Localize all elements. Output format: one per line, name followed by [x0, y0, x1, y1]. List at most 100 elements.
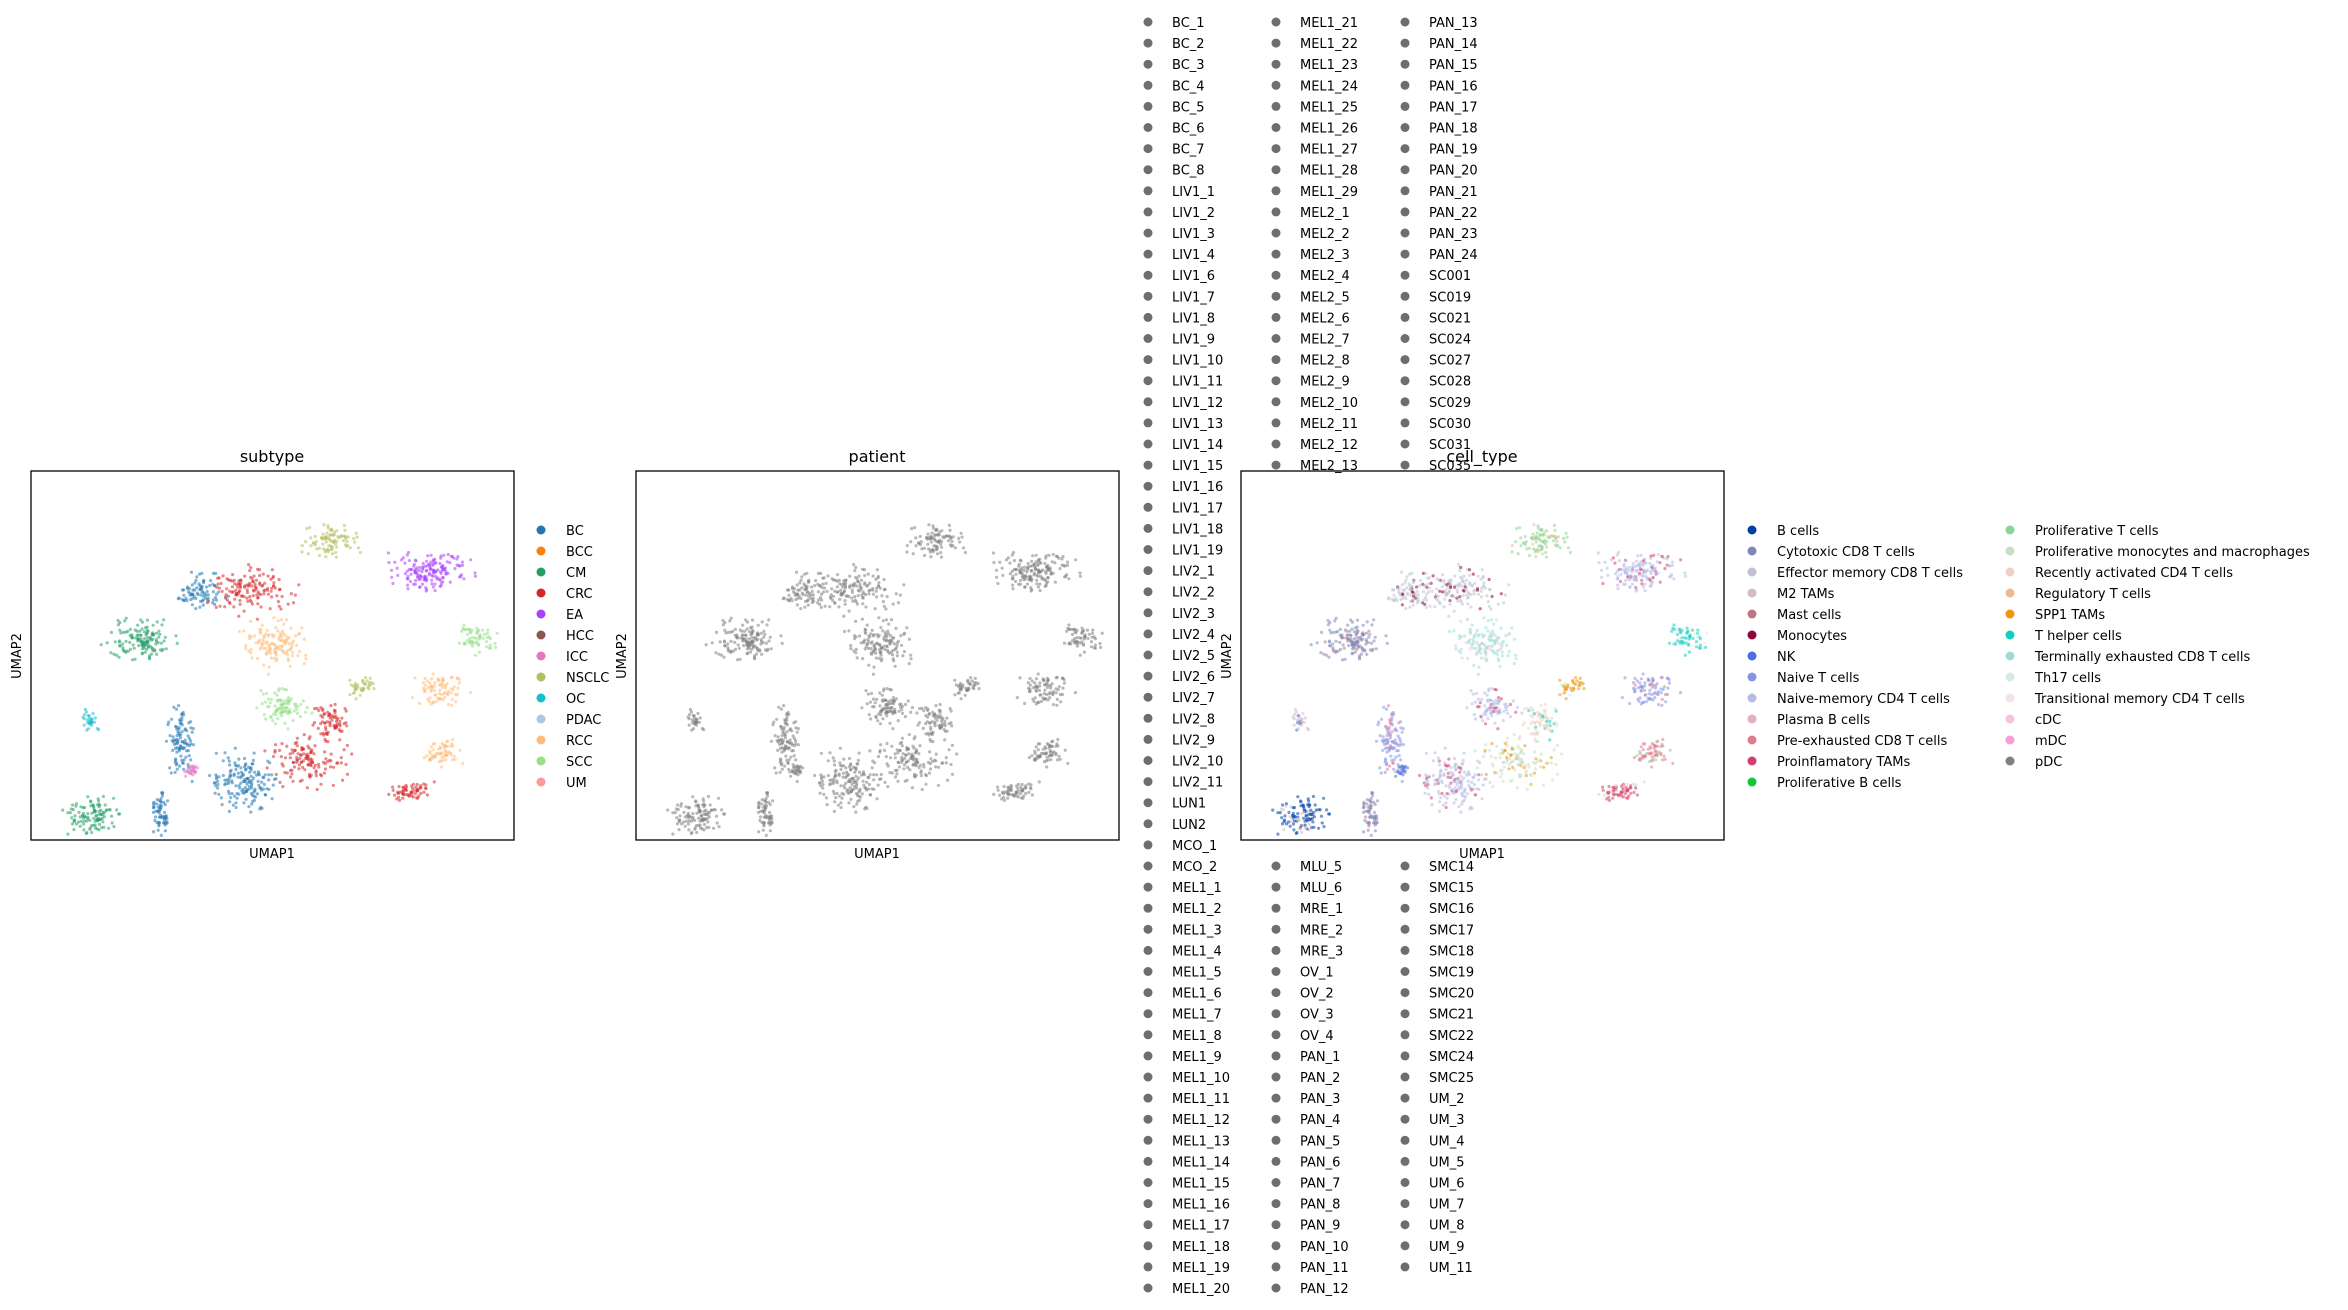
umap-point — [260, 780, 264, 784]
umap-point — [341, 778, 345, 782]
umap-point — [810, 585, 814, 589]
umap-point — [848, 585, 852, 589]
umap-point — [746, 651, 750, 655]
umap-point — [1098, 641, 1102, 646]
umap-point — [280, 710, 284, 715]
umap-point — [741, 623, 745, 627]
umap-point — [1514, 653, 1518, 657]
umap-point — [780, 767, 784, 771]
umap-point — [354, 531, 358, 535]
umap-point — [269, 577, 273, 581]
umap-point — [1460, 802, 1464, 806]
umap-point — [1066, 761, 1070, 766]
umap-point — [457, 564, 461, 568]
umap-point — [1656, 571, 1660, 575]
umap-point — [1464, 578, 1469, 582]
umap-point — [1345, 629, 1349, 633]
umap-point — [189, 597, 193, 602]
umap-point — [217, 775, 221, 779]
umap-point — [931, 548, 935, 552]
umap-point — [1555, 539, 1559, 544]
umap-point — [1062, 641, 1067, 645]
umap-point — [885, 687, 889, 691]
umap-point — [1282, 828, 1286, 832]
umap-point — [849, 767, 853, 771]
umap-point — [840, 583, 844, 587]
umap-point — [1460, 762, 1464, 766]
umap-point — [1352, 642, 1356, 646]
umap-point — [272, 616, 276, 620]
umap-point — [315, 787, 319, 792]
umap-point — [1018, 676, 1022, 680]
umap-point — [1437, 600, 1442, 604]
umap-point — [1325, 808, 1329, 812]
umap-point — [190, 583, 194, 587]
umap-point — [762, 629, 766, 633]
umap-point — [266, 672, 270, 676]
umap-point — [195, 575, 199, 579]
umap-point — [767, 618, 771, 622]
umap-point — [146, 629, 150, 633]
umap-point — [1433, 783, 1437, 787]
umap-point — [442, 553, 446, 557]
umap-point — [1603, 560, 1607, 564]
umap-point — [195, 586, 199, 590]
umap-point — [312, 752, 316, 756]
umap-point — [1527, 765, 1531, 769]
umap-point — [1032, 571, 1037, 575]
umap-point — [1670, 629, 1674, 633]
umap-point — [1543, 702, 1547, 707]
umap-point — [1497, 642, 1501, 646]
umap-point — [919, 540, 923, 544]
umap-point — [710, 641, 714, 645]
umap-point — [842, 590, 846, 594]
umap-point — [223, 605, 227, 609]
umap-point — [1329, 631, 1333, 635]
umap-point — [1456, 599, 1460, 603]
umap-point — [325, 732, 329, 737]
umap-point — [1703, 641, 1707, 646]
umap-point — [401, 556, 405, 560]
umap-point — [1011, 574, 1015, 579]
umap-point — [698, 716, 702, 720]
umap-point — [1333, 619, 1337, 623]
umap-point — [1473, 581, 1477, 585]
umap-point — [1439, 796, 1443, 800]
umap-point — [1485, 646, 1489, 651]
umap-point — [914, 536, 918, 540]
umap-point — [1295, 830, 1299, 835]
umap-point — [739, 636, 743, 640]
umap-point — [367, 681, 371, 685]
umap-point — [1424, 777, 1429, 781]
umap-point — [317, 553, 322, 558]
umap-point — [886, 702, 890, 707]
umap-point — [915, 760, 920, 764]
umap-point — [750, 647, 754, 651]
umap-point — [291, 760, 295, 765]
umap-point — [1037, 780, 1041, 784]
umap-point — [1296, 812, 1300, 816]
umap-point — [142, 630, 146, 634]
umap-point — [250, 782, 254, 786]
umap-point — [1300, 830, 1304, 835]
umap-point — [310, 760, 315, 764]
umap-point — [264, 646, 268, 651]
umap-point — [779, 758, 783, 763]
umap-point — [1526, 726, 1530, 731]
umap-point — [220, 589, 224, 594]
umap-point — [994, 568, 999, 572]
umap-point — [217, 590, 221, 594]
umap-point — [1338, 647, 1343, 652]
umap-point — [246, 776, 250, 781]
umap-point — [82, 828, 86, 832]
umap-point — [1481, 719, 1485, 723]
umap-point — [321, 708, 325, 713]
umap-point — [899, 634, 903, 638]
umap-point — [1322, 796, 1326, 800]
umap-point — [265, 640, 269, 644]
umap-point — [272, 581, 276, 585]
umap-point — [784, 754, 788, 758]
umap-point — [1030, 754, 1034, 758]
umap-point — [1639, 553, 1643, 557]
umap-point — [1448, 599, 1452, 603]
